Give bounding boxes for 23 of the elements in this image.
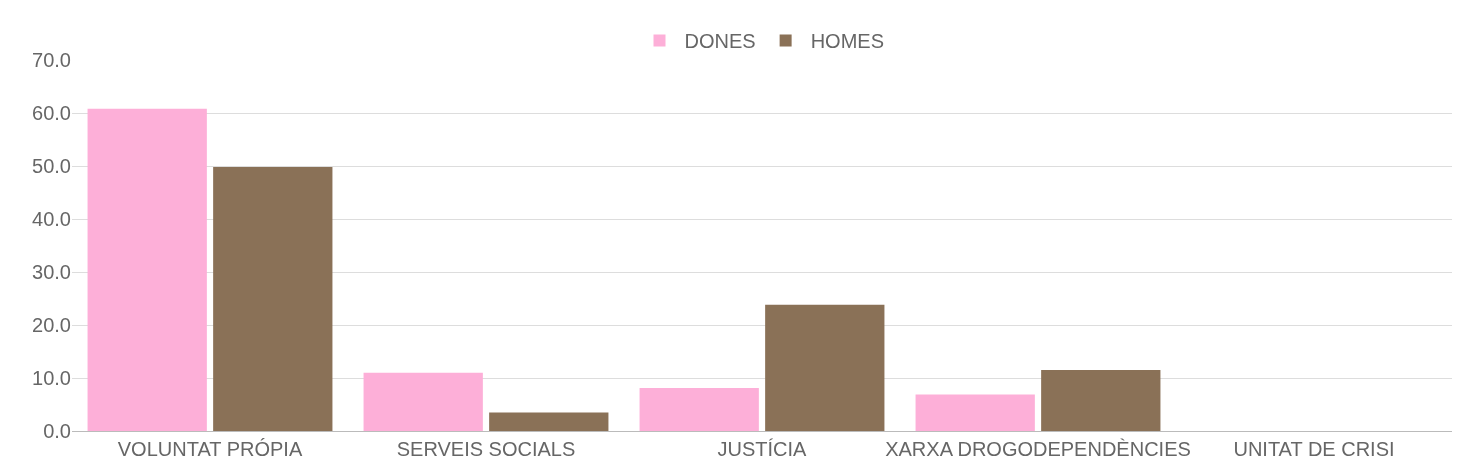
x-tick-label: SERVEIS SOCIALS	[396, 438, 576, 460]
y-tick-label: 50.0	[32, 155, 71, 177]
y-tick-label: 30.0	[32, 261, 71, 283]
y-tick-label: 60.0	[32, 102, 71, 124]
y-tick-label: 20.0	[32, 314, 71, 336]
bar	[363, 372, 483, 431]
bar	[1041, 370, 1161, 431]
y-tick-label: 40.0	[32, 208, 71, 230]
bar	[765, 304, 885, 431]
bar	[915, 394, 1035, 431]
bar	[489, 412, 609, 431]
bar	[87, 108, 207, 431]
y-tick-label: 10.0	[32, 367, 71, 389]
y-tick-label: 0.0	[43, 420, 71, 442]
legend-label: DONES	[684, 30, 756, 53]
y-tick-label: 70.0	[32, 49, 71, 71]
x-tick-label: VOLUNTAT PRÓPIA	[117, 438, 303, 460]
x-tick-label: UNITAT DE CRISI	[1233, 438, 1395, 460]
legend-label: HOMES	[810, 30, 884, 53]
x-tick-label: XARXA DROGODEPENDÈNCIES	[885, 438, 1191, 460]
x-tick-label: JUSTÍCIA	[717, 438, 808, 460]
bar	[639, 388, 759, 431]
bar	[213, 167, 333, 431]
